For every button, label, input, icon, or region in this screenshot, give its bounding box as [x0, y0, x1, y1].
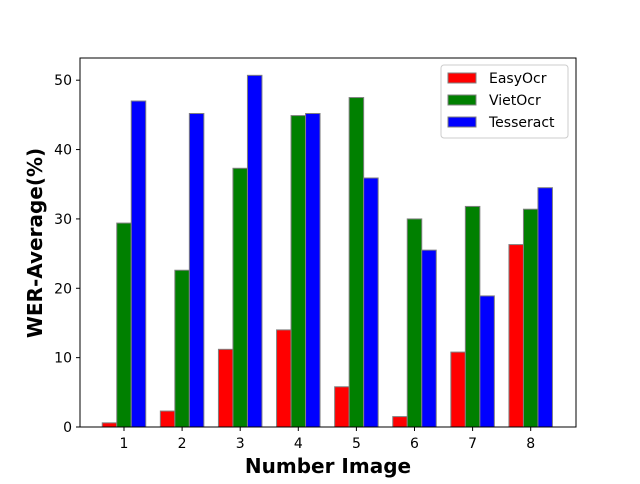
bar-vietocr-3 — [232, 167, 248, 428]
bars-layer — [101, 74, 553, 428]
bar-easyocr-2 — [159, 410, 176, 428]
bar-vietocr-1 — [116, 222, 132, 428]
bar-easyocr-3 — [217, 348, 234, 428]
bar-vietocr-6 — [406, 218, 423, 428]
bar-vietocr-5 — [348, 97, 365, 428]
legend-label-easyocr: EasyOcr — [489, 71, 547, 87]
bar-vietocr-8 — [522, 208, 539, 428]
bar-tesseract-3 — [246, 74, 263, 428]
bar-tesseract-4 — [305, 112, 321, 428]
bar-easyocr-1 — [101, 422, 118, 428]
bar-tesseract-2 — [188, 112, 205, 428]
bar-easyocr-5 — [334, 386, 350, 428]
bar-tesseract-5 — [363, 177, 379, 428]
legend-label-tesseract: Tesseract — [488, 115, 555, 131]
bar-easyocr-4 — [276, 329, 292, 428]
bar-easyocr-7 — [450, 351, 466, 428]
bar-tesseract-7 — [479, 295, 495, 428]
x-tick-label: 8 — [526, 436, 535, 452]
bar-easyocr-6 — [392, 416, 408, 428]
y-tick-label: 20 — [54, 281, 72, 297]
bar-tesseract-1 — [130, 100, 147, 428]
y-tick-label: 10 — [54, 351, 72, 367]
bar-tesseract-8 — [537, 187, 553, 428]
x-tick-label: 3 — [236, 436, 245, 452]
legend-swatch-tesseract — [447, 116, 477, 128]
bar-tesseract-6 — [421, 249, 437, 428]
bar-vietocr-2 — [174, 269, 190, 428]
legend-label-vietocr: VietOcr — [489, 93, 541, 109]
bar-easyocr-8 — [508, 244, 524, 428]
x-tick-label: 5 — [352, 436, 361, 452]
x-tick-label: 2 — [178, 436, 187, 452]
legend-swatch-easyocr — [447, 72, 477, 84]
y-tick-label: 0 — [63, 420, 72, 436]
plot-frame — [79, 57, 577, 428]
bar-vietocr-7 — [464, 205, 481, 428]
bar-vietocr-4 — [290, 115, 307, 428]
y-tick-label: 40 — [54, 143, 72, 159]
axes-layer: 1 2 3 4 5 6 7 8 0 10 20 30 40 50 — [54, 57, 577, 452]
y-tick-label: 50 — [54, 73, 72, 89]
legend: EasyOcr VietOcr Tesseract — [440, 64, 569, 139]
x-tick-label: 1 — [120, 436, 129, 452]
legend-swatch-vietocr — [447, 94, 477, 106]
x-tick-label: 6 — [410, 436, 419, 452]
x-tick-label: 7 — [468, 436, 477, 452]
y-tick-label: 30 — [54, 212, 72, 228]
x-axis-label: Number Image — [245, 454, 411, 478]
y-axis-label: WER-Average(%) — [23, 148, 47, 338]
x-tick-label: 4 — [294, 436, 303, 452]
